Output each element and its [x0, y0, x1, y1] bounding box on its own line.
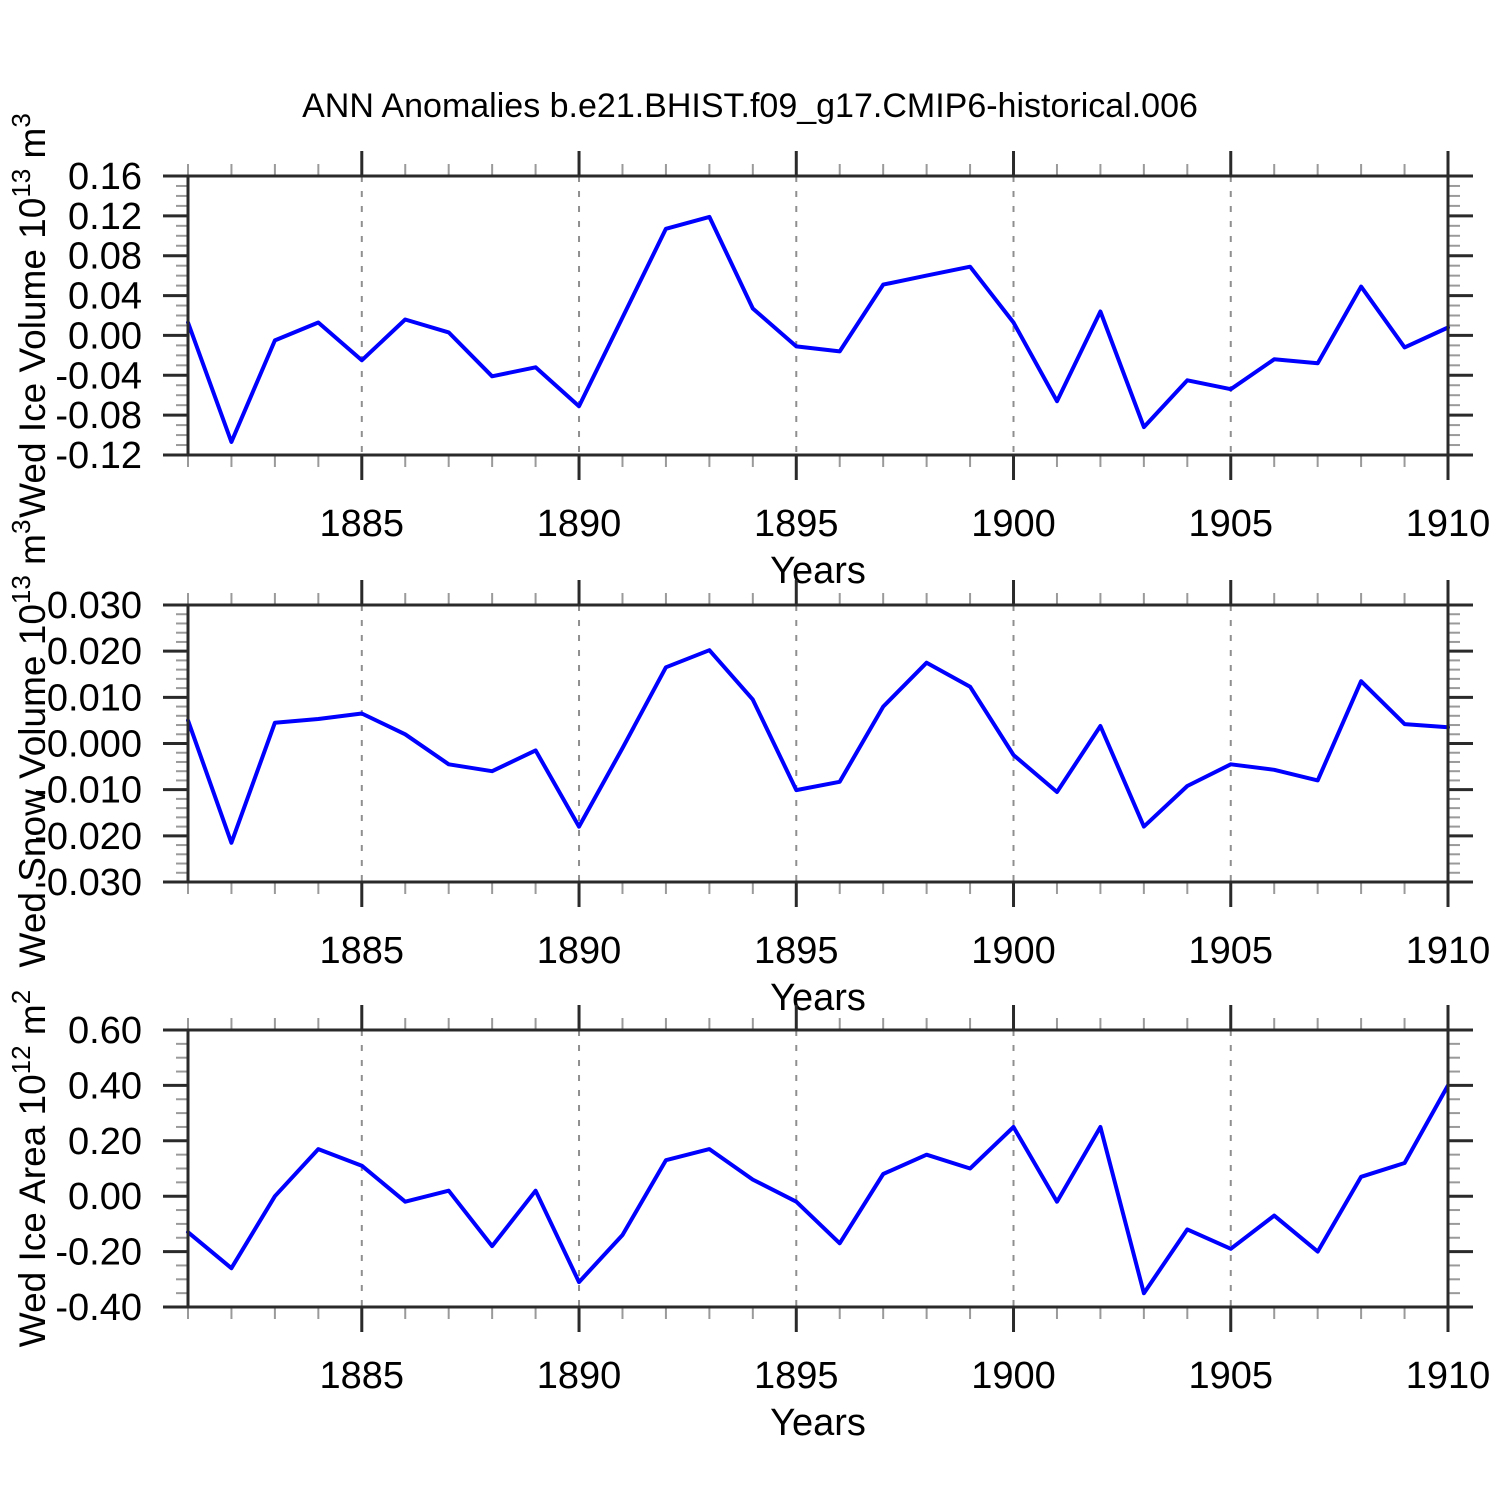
x-ticks	[187, 580, 1450, 907]
x-tick-label: 1900	[971, 930, 1056, 972]
y-ticks	[163, 1028, 1473, 1309]
x-tick-label: 1885	[320, 1355, 405, 1397]
x-tick-label: 1885	[320, 930, 405, 972]
x-tick-label: 1895	[754, 930, 839, 972]
panels-group: 1885 1890 1895 1900 1905 1910 0.160.120.080.04…	[6, 113, 1490, 1444]
series-line	[186, 1083, 1450, 1296]
x-tick-label: 1900	[971, 1355, 1056, 1397]
x-tick-label: 1905	[1188, 503, 1273, 545]
x-tick-label: 1900	[971, 503, 1056, 545]
y-tick-label: 0.40	[68, 1065, 142, 1107]
y-tick-label: 0.04	[68, 276, 142, 318]
series-line	[186, 648, 1450, 845]
y-tick-label: -0.20	[55, 1232, 142, 1274]
gridlines	[360, 605, 1232, 882]
gridlines	[360, 1030, 1232, 1307]
x-tick-label: 1905	[1188, 1355, 1273, 1397]
figure-title: ANN Anomalies b.e21.BHIST.f09_g17.CMIP6-…	[302, 87, 1198, 125]
y-ticks	[163, 174, 1473, 457]
series-line	[186, 214, 1450, 444]
y-tick-label: -0.12	[55, 435, 142, 477]
panel-snow-volume: 1885 1890 1895 1900 1905 19100.0300.0200.0100…	[6, 520, 1490, 1019]
y-tick-label: -0.04	[55, 355, 142, 397]
y-tick-labels: 0.160.120.080.040.00-0.04-0.08-0.12	[55, 156, 142, 477]
x-ticks	[187, 151, 1450, 480]
panel-ice-volume: 1885 1890 1895 1900 1905 1910 0.160.120.080.04…	[6, 113, 1490, 592]
x-tick-labels: 1885 1890 1895 1900 1905 1910	[320, 503, 1491, 545]
x-tick-label: 1890	[537, 930, 622, 972]
x-tick-label: 1890	[537, 1355, 622, 1397]
y-axis-title: Wed Ice Volume 1013 m3	[6, 113, 53, 518]
y-ticks	[163, 603, 1473, 884]
x-tick-label: 1890	[537, 503, 622, 545]
plot-frame	[186, 603, 1450, 884]
y-tick-label: 0.12	[68, 196, 142, 238]
y-tick-label: 0.60	[68, 1010, 142, 1052]
y-tick-label: 0.08	[68, 236, 142, 278]
y-tick-label: 0.000	[47, 724, 142, 766]
plot-frame	[186, 1028, 1450, 1309]
y-axis-title: Wed Ice Area 1012 m2	[6, 990, 53, 1347]
x-tick-label: 1910	[1406, 503, 1491, 545]
y-tick-label: 0.00	[68, 315, 142, 357]
x-tick-labels: 1885 1890 1895 1900 1905 1910	[320, 1355, 1491, 1397]
y-tick-label: -0.40	[55, 1287, 142, 1329]
x-tick-label: 1910	[1406, 1355, 1491, 1397]
y-tick-label: 0.00	[68, 1176, 142, 1218]
y-tick-label: -0.030	[34, 862, 142, 904]
x-axis-title: Years	[770, 550, 866, 592]
x-tick-label: 1895	[754, 1355, 839, 1397]
y-tick-label: 0.20	[68, 1121, 142, 1163]
y-tick-label: 0.010	[47, 677, 142, 719]
x-tick-labels: 1885 1890 1895 1900 1905 1910	[320, 930, 1491, 972]
y-tick-label: -0.020	[34, 816, 142, 858]
x-axis-title: Years	[770, 977, 866, 1019]
x-ticks	[187, 1005, 1450, 1332]
y-tick-label: -0.010	[34, 770, 142, 812]
gridlines	[360, 176, 1232, 455]
y-axis-title: Wed Snow Volume 1013 m3	[6, 520, 53, 968]
x-tick-label: 1910	[1406, 930, 1491, 972]
x-tick-label: 1895	[754, 503, 839, 545]
x-tick-label: 1885	[320, 503, 405, 545]
x-axis-title: Years	[770, 1402, 866, 1444]
y-tick-labels: 0.60 0.40 0.20 0.00 -0.20 -0.40	[55, 1010, 142, 1329]
x-tick-label: 1905	[1188, 930, 1273, 972]
y-tick-label: 0.020	[47, 631, 142, 673]
panel-ice-area: 1885 1890 1895 1900 1905 1910 0.60 0.40 0.20 0.00…	[6, 990, 1490, 1444]
y-tick-label: -0.08	[55, 395, 142, 437]
y-tick-label: 0.16	[68, 156, 142, 198]
plot-frame	[186, 174, 1450, 457]
y-tick-label: 0.030	[47, 585, 142, 627]
